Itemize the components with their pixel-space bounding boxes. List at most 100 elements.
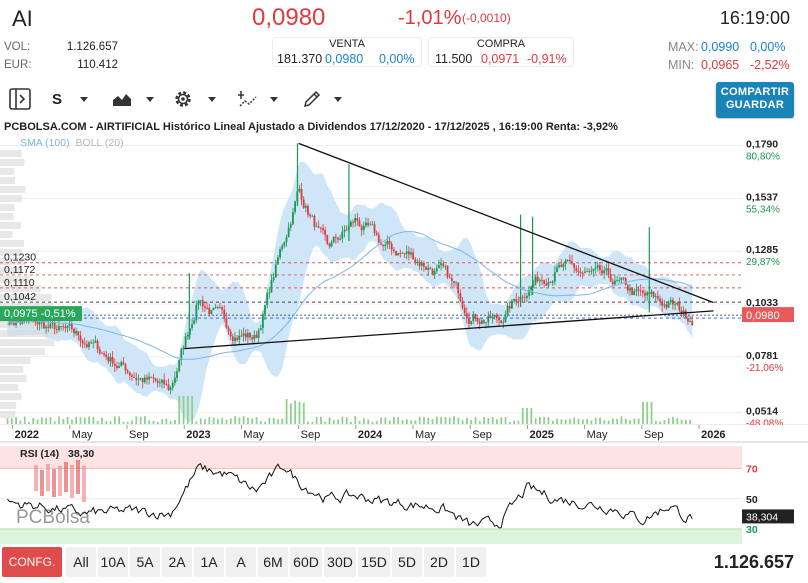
candle-body xyxy=(62,325,65,327)
candle-body xyxy=(261,314,264,329)
candle-body xyxy=(659,298,661,302)
volume-bar xyxy=(345,417,348,424)
level-label: 0,1230 xyxy=(4,252,36,264)
y-tick-pct: 29,87% xyxy=(746,257,780,268)
candle-body xyxy=(249,333,251,338)
period-button-1a[interactable]: 1A xyxy=(194,547,224,577)
candle-body xyxy=(223,309,226,318)
euro-label: EUR: xyxy=(4,59,32,71)
scale-selector[interactable]: S xyxy=(52,88,89,110)
level-label: 0,1042 xyxy=(4,291,36,303)
candle-body xyxy=(150,376,153,378)
candle-body xyxy=(620,277,623,281)
candle-body xyxy=(83,343,86,345)
candle-body xyxy=(326,235,329,244)
config-button[interactable]: CONFG. xyxy=(2,547,62,577)
candle-body xyxy=(289,224,292,228)
candle-body xyxy=(36,321,39,325)
panel-toggle-button[interactable] xyxy=(8,88,32,110)
period-button-10a[interactable]: 10A xyxy=(98,547,128,577)
candle-body xyxy=(165,384,168,386)
candle-body xyxy=(113,363,116,366)
candle-body xyxy=(558,264,561,268)
volume-bar xyxy=(573,417,576,424)
volume-bar xyxy=(654,420,657,424)
candle-body xyxy=(513,299,515,301)
candle-body xyxy=(517,301,520,303)
candle-body xyxy=(661,301,664,306)
settings-selector[interactable] xyxy=(172,88,216,110)
period-button-5a[interactable]: 5A xyxy=(130,547,160,577)
candle-body xyxy=(98,349,101,354)
candle-body xyxy=(128,372,131,376)
period-button-15d[interactable]: 15D xyxy=(358,547,390,577)
candle-body xyxy=(498,318,500,321)
candle-body xyxy=(64,326,67,329)
sma-line xyxy=(7,230,693,360)
quote-header: AI 0,0980 -1,01% (-0,0010) 16:19:00 VOL:… xyxy=(0,0,808,82)
candle-body xyxy=(483,320,485,323)
volume-bar xyxy=(221,417,224,424)
watermark-bar xyxy=(76,460,80,494)
period-button-a[interactable]: A xyxy=(226,547,256,577)
candle-body xyxy=(227,327,230,332)
candle-body xyxy=(40,321,43,323)
candle-body xyxy=(414,259,417,263)
sma-legend[interactable]: SMA (100) xyxy=(20,137,70,149)
candle-body xyxy=(663,304,666,306)
candle-body xyxy=(255,334,258,339)
volume-bar xyxy=(88,416,91,424)
watermark-bar xyxy=(70,465,74,498)
candle-body xyxy=(564,260,567,264)
period-button-1d[interactable]: 1D xyxy=(456,547,486,577)
candle-body xyxy=(667,302,670,308)
volume-bar xyxy=(251,418,254,424)
candle-body xyxy=(680,310,683,315)
candle-body xyxy=(420,263,423,266)
chart-type-selector[interactable] xyxy=(112,88,154,110)
period-button-2d[interactable]: 2D xyxy=(424,547,454,577)
candle-body xyxy=(382,244,385,247)
reference-tag xyxy=(0,306,82,322)
volume-profile-bar xyxy=(0,150,22,157)
volume-profile-bar xyxy=(0,393,22,400)
watermark-bar xyxy=(58,466,62,496)
x-axis-band xyxy=(0,425,808,442)
volume-bar xyxy=(547,417,550,424)
volume-bar xyxy=(371,421,374,424)
candle-body xyxy=(313,215,316,227)
candle-body xyxy=(551,281,554,283)
candle-body xyxy=(541,280,543,282)
candle-body xyxy=(270,280,273,293)
period-button-30d[interactable]: 30D xyxy=(324,547,356,577)
min-value: 0,0965 xyxy=(701,58,740,72)
candle-body xyxy=(176,371,178,378)
period-button-5d[interactable]: 5D xyxy=(392,547,422,577)
candle-body xyxy=(583,271,586,274)
volume-bar xyxy=(577,418,580,424)
candle-body xyxy=(440,263,442,266)
candle-body xyxy=(463,307,466,314)
annotation-selector[interactable] xyxy=(302,88,342,110)
volume-profile-bar xyxy=(0,276,29,283)
volume-bar xyxy=(388,420,391,424)
boll-legend[interactable]: BOLL (20) xyxy=(75,137,124,149)
volume-bar xyxy=(526,408,528,424)
x-tick-label: Sep xyxy=(301,429,321,441)
period-button-6m[interactable]: 6M xyxy=(258,547,288,577)
drawing-tools-selector[interactable] xyxy=(238,88,278,110)
candle-body xyxy=(204,306,206,308)
indicator-legend[interactable]: SMA (100) BOLL (20) xyxy=(20,137,124,149)
period-button-60d[interactable]: 60D xyxy=(290,547,322,577)
volume-bar xyxy=(28,421,30,424)
period-button-2a[interactable]: 2A xyxy=(162,547,192,577)
volume-profile-bar xyxy=(0,411,16,418)
share-save-button[interactable]: COMPARTIR GUARDAR xyxy=(716,82,794,118)
period-button-all[interactable]: All xyxy=(66,547,96,577)
candle-body xyxy=(568,259,571,262)
candle-body xyxy=(68,323,71,326)
candle-body xyxy=(465,313,468,319)
candle-body xyxy=(332,236,335,243)
volume-bar xyxy=(496,419,498,424)
